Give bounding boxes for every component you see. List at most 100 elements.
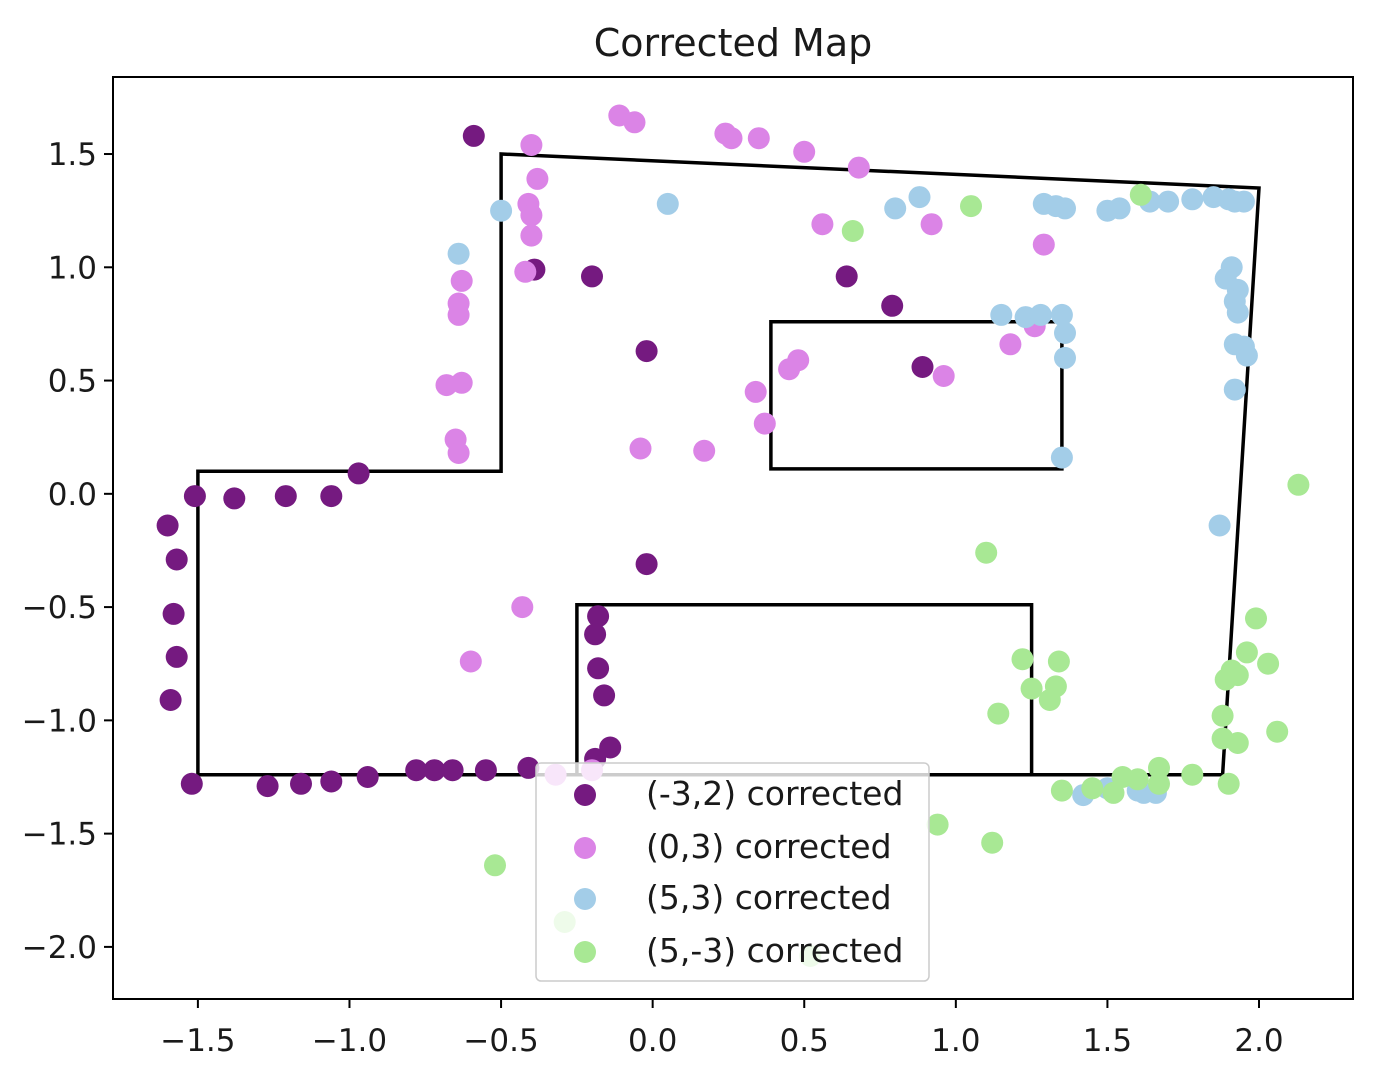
x-tick-label: 1.0 — [931, 1023, 980, 1059]
x-tick-label: −1.0 — [312, 1023, 387, 1059]
point-s2-9 — [526, 167, 549, 190]
y-tick-label: −1.5 — [22, 817, 97, 853]
point-s4-29 — [1181, 763, 1204, 786]
point-s4-27 — [1148, 756, 1170, 779]
y-tick-label: −1.0 — [22, 703, 97, 739]
point-s1-33 — [474, 759, 497, 782]
point-s1-13 — [156, 514, 179, 537]
point-s3-2 — [656, 192, 679, 215]
point-s3-32 — [1054, 322, 1076, 344]
point-s1-34 — [517, 756, 540, 779]
point-s4-17 — [987, 702, 1010, 725]
point-s1-18 — [635, 553, 658, 576]
point-s3-5 — [908, 186, 931, 209]
point-s2-24 — [629, 437, 652, 460]
point-s3-17 — [1232, 190, 1255, 213]
point-s4-3 — [841, 220, 864, 242]
point-s2-2 — [623, 111, 646, 134]
point-s1-28 — [320, 770, 343, 793]
point-s2-17 — [450, 269, 473, 292]
point-s1-5 — [881, 294, 904, 317]
point-s4-9 — [1011, 648, 1034, 671]
y-tick-label: 1.5 — [48, 137, 97, 173]
point-s1-32 — [441, 759, 464, 782]
point-s2-12 — [520, 224, 543, 247]
point-s4-6 — [1245, 607, 1267, 630]
point-s2-21 — [450, 371, 473, 394]
point-s3-8 — [1054, 197, 1076, 220]
point-s4-13 — [1038, 689, 1061, 711]
point-s4-32 — [981, 831, 1004, 854]
point-s1-20 — [584, 623, 607, 646]
point-s1-8 — [347, 462, 370, 485]
legend-label-1: (-3,2) corrected — [646, 774, 903, 813]
plot-frame — [112, 76, 1354, 1000]
x-tick-label: 0.5 — [780, 1023, 829, 1059]
point-s1-11 — [274, 485, 297, 508]
point-s2-16 — [1032, 233, 1055, 256]
point-s2-19 — [447, 303, 470, 326]
point-s3-28 — [990, 303, 1013, 326]
chart-title: Corrected Map — [594, 21, 872, 65]
point-s4-23 — [1081, 777, 1104, 800]
map-outline-3 — [575, 603, 1034, 777]
point-s2-25 — [693, 439, 716, 462]
y-tick-label: −0.5 — [22, 590, 97, 626]
point-s4-22 — [1050, 779, 1073, 802]
point-s2-4 — [720, 127, 743, 150]
x-tick-label: 1.5 — [1083, 1023, 1132, 1059]
point-s4-18 — [1211, 704, 1234, 727]
point-s4-4 — [1287, 473, 1310, 496]
point-s1-19 — [587, 605, 610, 628]
x-tick-label: −1.5 — [160, 1023, 235, 1059]
point-s2-15 — [920, 213, 943, 236]
point-s2-11 — [520, 204, 543, 227]
point-s3-22 — [1226, 301, 1249, 324]
point-s4-26 — [1126, 768, 1149, 791]
point-s2-30 — [932, 365, 955, 387]
point-s1-25 — [180, 772, 203, 795]
point-s1-14 — [165, 548, 188, 571]
point-s3-10 — [1108, 197, 1131, 220]
point-s4-30 — [1217, 772, 1240, 795]
point-s4-10 — [1047, 650, 1070, 673]
point-s4-1 — [960, 195, 982, 218]
point-s1-26 — [256, 775, 279, 798]
point-s4-28 — [1148, 772, 1170, 795]
y-tick-label: 0.5 — [48, 364, 97, 400]
point-s1-27 — [290, 772, 312, 795]
legend-box — [535, 762, 930, 982]
x-tick-label: 2.0 — [1234, 1023, 1283, 1059]
y-tick-label: 0.0 — [48, 477, 97, 513]
point-s2-13 — [514, 260, 537, 283]
point-s2-14 — [811, 213, 834, 236]
point-s1-17 — [159, 689, 182, 711]
legend-label-2: (0,3) corrected — [646, 827, 892, 866]
point-s2-5 — [747, 127, 770, 150]
point-s2-6 — [793, 140, 816, 163]
point-s1-7 — [911, 356, 934, 378]
point-s2-23 — [447, 442, 470, 464]
point-s4-11 — [1020, 677, 1043, 700]
legend-label-4: (5,-3) corrected — [646, 931, 903, 970]
x-tick-label: −0.5 — [463, 1023, 538, 1059]
point-s1-3 — [581, 265, 603, 288]
point-s3-13 — [1181, 188, 1204, 211]
y-tick-label: 1.0 — [48, 250, 97, 286]
point-s1-30 — [405, 759, 428, 782]
legend-marker-1 — [574, 784, 596, 806]
point-s1-23 — [599, 736, 622, 759]
point-s3-26 — [1223, 378, 1246, 401]
point-s1-10 — [223, 487, 246, 510]
point-s3-12 — [1157, 190, 1180, 213]
point-s1-1 — [462, 124, 485, 147]
point-s3-3 — [447, 242, 470, 265]
point-s1-9 — [183, 485, 206, 508]
data-points — [156, 104, 1310, 967]
point-s4-2 — [1129, 183, 1152, 206]
point-s1-15 — [162, 602, 185, 625]
point-s2-31 — [999, 333, 1022, 356]
point-s4-31 — [926, 813, 949, 836]
point-s3-4 — [884, 197, 907, 220]
